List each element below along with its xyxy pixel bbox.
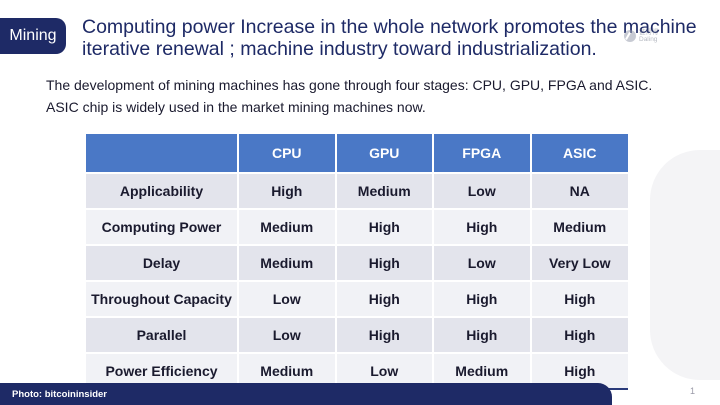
table-row: Delay Medium High Low Very Low — [86, 245, 628, 281]
row-label: Parallel — [86, 317, 239, 353]
row-label: Computing Power — [86, 209, 239, 245]
intro-line-2: ASIC chip is widely used in the market m… — [46, 99, 426, 115]
comparison-table: CPU GPU FPGA ASIC Applicability High Med… — [86, 134, 628, 390]
intro-text: The development of mining machines has g… — [46, 74, 716, 118]
table-cell: High — [238, 173, 337, 209]
intro-line-1: The development of mining machines has g… — [46, 77, 653, 93]
logo-text-en: Daling — [639, 36, 658, 43]
table-cell: High — [530, 281, 628, 317]
table-cell: Low — [433, 245, 532, 281]
table-header-cell: FPGA — [433, 134, 532, 173]
row-label: Applicability — [86, 173, 239, 209]
table-cell: High — [530, 317, 628, 353]
footer-bar: Photo: bitcoininsider — [0, 383, 612, 405]
table-cell: High — [335, 281, 434, 317]
table-cell: High — [335, 245, 434, 281]
table-cell: Medium — [238, 209, 337, 245]
logo-text-cn: 链得得 — [639, 29, 659, 36]
table-header-cell — [86, 134, 239, 173]
table-cell: Low — [238, 317, 337, 353]
table-row: Throughout Capacity Low High High High — [86, 281, 628, 317]
table-header-cell: ASIC — [530, 134, 628, 173]
table-header-row: CPU GPU FPGA ASIC — [86, 134, 628, 173]
photo-credit: Photo: bitcoininsider — [12, 388, 107, 400]
table-cell: Medium — [530, 209, 628, 245]
slide-title: Computing power Increase in the whole ne… — [82, 16, 697, 60]
table-cell: High — [433, 209, 532, 245]
section-tag: Mining — [0, 18, 66, 54]
table-row: Parallel Low High High High — [86, 317, 628, 353]
row-label: Delay — [86, 245, 239, 281]
logo-icon — [624, 30, 636, 42]
table-cell: Low — [238, 281, 337, 317]
table-cell: High — [335, 317, 434, 353]
table-row: Computing Power Medium High High Medium — [86, 209, 628, 245]
table-cell: High — [433, 317, 532, 353]
table-cell: High — [335, 209, 434, 245]
table-header-cell: GPU — [335, 134, 434, 173]
table-cell: NA — [530, 173, 628, 209]
table-header-cell: CPU — [238, 134, 337, 173]
background-decoration — [650, 150, 720, 380]
table-cell: High — [433, 281, 532, 317]
table-cell: Low — [433, 173, 532, 209]
table-cell: Very Low — [530, 245, 628, 281]
table-cell: Medium — [238, 245, 337, 281]
watermark-logo: 链得得 Daling — [624, 28, 680, 44]
row-label: Throughout Capacity — [86, 281, 239, 317]
page-number: 1 — [690, 386, 696, 396]
table-cell: Medium — [335, 173, 434, 209]
table-row: Applicability High Medium Low NA — [86, 173, 628, 209]
